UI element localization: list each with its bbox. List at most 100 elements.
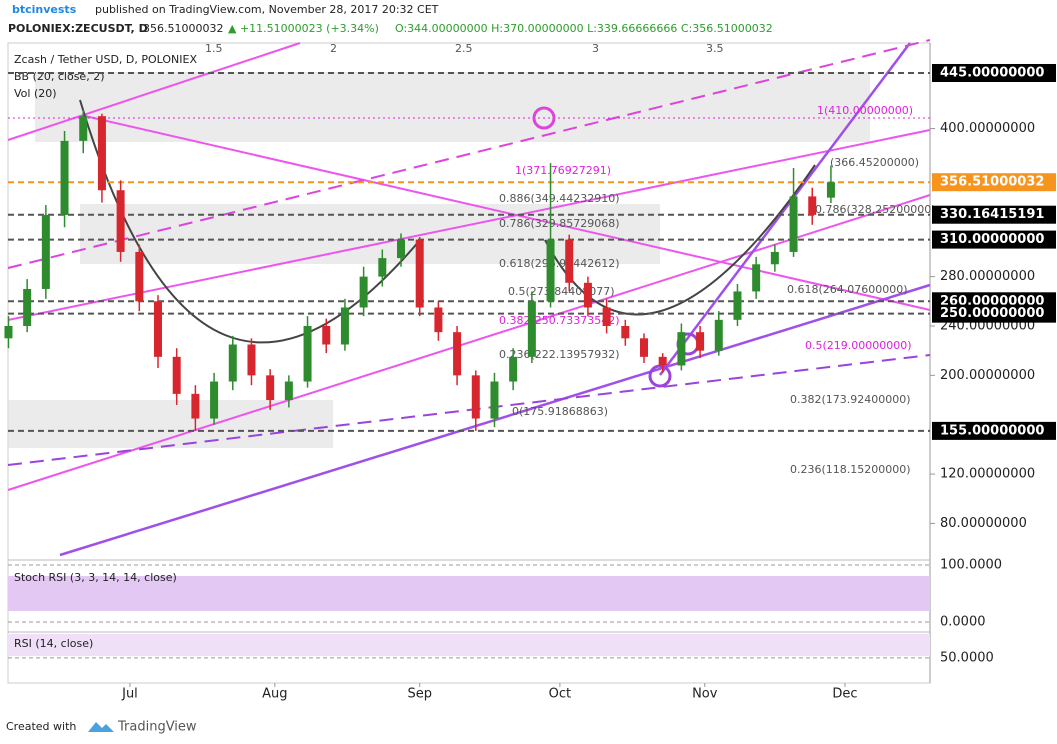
symbol: POLONIEX:ZECUSDT, D <box>8 22 148 35</box>
level-label: 310.00000000 <box>940 232 1044 247</box>
ohlc: O:344.00000000 H:370.00000000 L:339.6666… <box>395 22 773 35</box>
candle-body <box>60 140 69 215</box>
candle-body <box>546 239 555 302</box>
candle-body <box>789 196 798 252</box>
candle-body <box>397 239 406 259</box>
level-label: 330.16415191 <box>940 207 1044 222</box>
rsi-band <box>8 634 930 656</box>
x-tick-label: Jul <box>121 687 138 702</box>
fib-label: 0.5(219.00000000) <box>805 339 912 352</box>
fib-label: (366.45200000) <box>830 156 919 169</box>
stoch-band <box>8 576 930 611</box>
candle-body <box>266 375 275 401</box>
candle-body <box>490 381 499 419</box>
legend-bb: BB (20, close, 2) <box>14 70 105 83</box>
fib-label: 0.5(273.84408077) <box>508 285 615 298</box>
indicator-name: Stoch RSI (3, 3, 14, 14, close) <box>14 571 177 584</box>
candle-body <box>752 264 761 292</box>
published: published on TradingView.com, November 2… <box>95 3 439 16</box>
zone <box>8 400 333 448</box>
candle-body <box>116 190 125 252</box>
y-tick-label: 100.0000 <box>940 558 1002 573</box>
candle-body <box>359 276 368 308</box>
candle-body <box>583 282 592 308</box>
trend <box>7 194 931 491</box>
level-box <box>932 230 1056 249</box>
candle-body <box>471 375 480 419</box>
candle-body <box>378 258 387 277</box>
legend-vol: Vol (20) <box>14 87 57 100</box>
level-box <box>932 63 1056 82</box>
candle-body <box>303 325 312 382</box>
candle-body <box>79 116 88 141</box>
candle-body <box>4 325 13 339</box>
candle-body <box>640 338 649 357</box>
top-label: 1.5 <box>205 42 223 55</box>
level-label: 445.00000000 <box>940 65 1044 80</box>
chart-title: Zcash / Tether USD, D, POLONIEX <box>14 53 197 66</box>
candle-body <box>677 332 686 366</box>
level-box <box>932 421 1056 440</box>
y-tick-label: 0.0000 <box>940 615 986 630</box>
candle-body <box>41 214 50 289</box>
last: 356.51000032 <box>143 22 223 35</box>
candle-body <box>602 307 611 326</box>
candle-body <box>826 182 835 198</box>
x-tick-label: Nov <box>692 687 718 702</box>
marker <box>648 364 672 388</box>
candle-body <box>415 239 424 308</box>
level-label: 356.51000032 <box>940 175 1044 190</box>
top-label: 2.5 <box>455 42 473 55</box>
candle-body <box>696 332 705 351</box>
level-label: 250.00000000 <box>940 306 1044 321</box>
candle-body <box>453 332 462 376</box>
fib-label: 0.236(118.15200000) <box>790 463 911 476</box>
fib-label: 0.786(328.25200000) <box>815 203 936 216</box>
top-label: 3 <box>592 42 599 55</box>
y-tick-label: 50.0000 <box>940 650 994 665</box>
logo <box>88 722 114 732</box>
candle-body <box>228 344 237 382</box>
y-tick-label: 80.00000000 <box>940 516 1027 531</box>
fib-label: 0.382(173.92400000) <box>790 393 911 406</box>
candle-body <box>284 381 293 401</box>
candle-body <box>770 251 779 265</box>
candle-body <box>154 301 163 357</box>
candle-body <box>658 356 667 366</box>
author: btcinvests <box>12 3 77 16</box>
x-tick-label: Sep <box>407 687 432 702</box>
x-tick-label: Aug <box>262 687 287 702</box>
top-label: 3.5 <box>706 42 724 55</box>
candle-body <box>565 239 574 283</box>
fib-label: 0(175.91868863) <box>512 405 608 418</box>
candle-body <box>135 251 144 302</box>
candle-body <box>23 288 32 326</box>
trend <box>7 39 931 269</box>
candle-body <box>191 393 200 419</box>
candle-body <box>340 307 349 345</box>
candle-body <box>621 325 630 339</box>
fib-label: 0.886(349.44232910) <box>499 192 620 205</box>
y-tick-label: 280.00000000 <box>940 269 1035 284</box>
fib-label: 0.618(264.07600000) <box>787 283 908 296</box>
candle-body <box>434 307 443 333</box>
candle-body <box>527 301 536 357</box>
x-tick-label: Dec <box>832 687 857 702</box>
candle-body <box>210 381 219 419</box>
candle-body <box>322 325 331 345</box>
level-box <box>932 205 1056 224</box>
x-tick-label: Oct <box>549 687 571 702</box>
level-label: 155.00000000 <box>940 423 1044 438</box>
candle-body <box>247 344 256 376</box>
fib-label: 1(371.76927291) <box>515 164 611 177</box>
top-label: 2 <box>330 42 337 55</box>
fib-label: 0.618(296.95442612) <box>499 257 620 270</box>
level-box <box>932 304 1056 323</box>
trend <box>84 115 931 311</box>
level-box <box>932 173 1056 192</box>
footer-created: Created with <box>6 720 76 733</box>
fib-label: 0.382(250.73373542) <box>499 314 620 327</box>
candle-body <box>97 116 106 191</box>
